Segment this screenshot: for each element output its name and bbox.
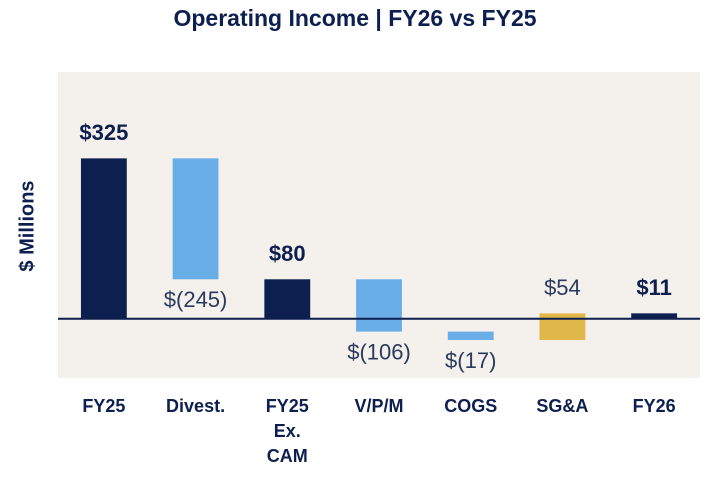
x-tick-label: FY26 <box>632 396 676 416</box>
value-label: $11 <box>636 275 672 300</box>
x-tick-label: FY25 <box>82 396 126 416</box>
x-tick-label: V/P/M <box>354 396 404 416</box>
x-tick-label: FY25 Ex. CAM <box>265 396 309 466</box>
bar <box>447 331 494 340</box>
chart-title: Operating Income | FY26 vs FY25 <box>173 5 536 31</box>
value-label: $(106) <box>347 339 411 364</box>
x-tick-label: COGS <box>444 396 498 416</box>
x-tick-label: Divest. <box>166 396 226 416</box>
value-label: $(245) <box>164 287 228 312</box>
bar <box>80 158 127 319</box>
bar <box>539 313 586 340</box>
bar <box>172 158 219 280</box>
y-axis-label: $ Millions <box>16 180 38 271</box>
bar <box>264 279 311 319</box>
value-label: $80 <box>269 241 306 266</box>
value-label: $325 <box>79 120 128 145</box>
plot-background <box>58 72 700 378</box>
bar <box>356 279 402 332</box>
x-tick-label: SG&A <box>536 396 589 416</box>
value-label: $54 <box>544 275 581 300</box>
bar <box>631 313 678 319</box>
value-label: $(17) <box>445 348 496 373</box>
